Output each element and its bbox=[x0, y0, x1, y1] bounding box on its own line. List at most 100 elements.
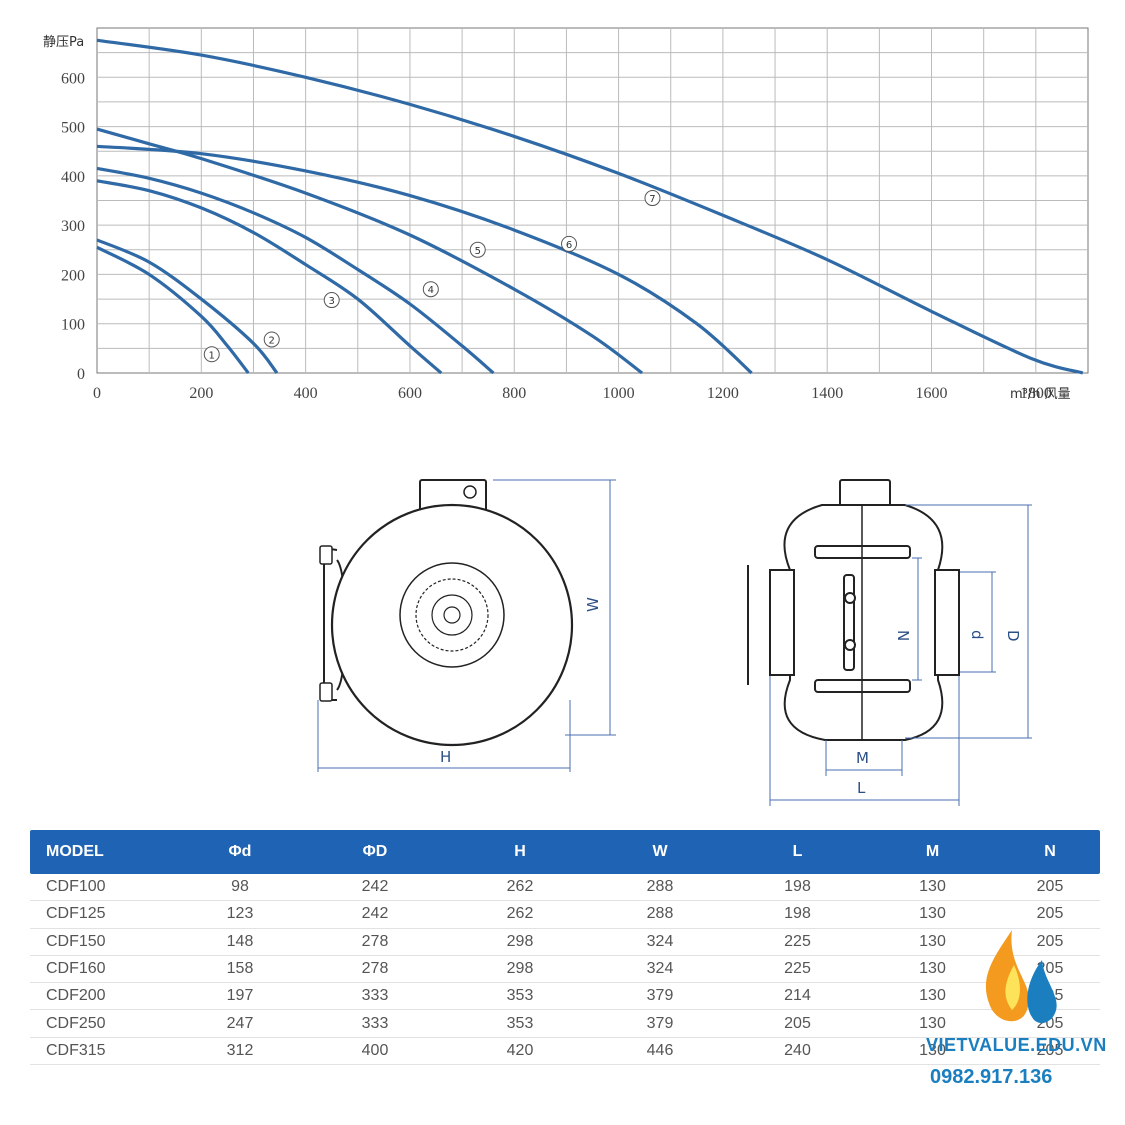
dimension-label-h: H bbox=[440, 748, 451, 766]
curve-label-text: 1 bbox=[209, 350, 215, 361]
y-tick-label: 100 bbox=[61, 317, 85, 334]
flame-drop-logo-icon bbox=[985, 930, 1057, 1024]
curve-series-7 bbox=[96, 38, 1084, 375]
dimension-label-l: L bbox=[857, 779, 866, 797]
table-cell: 130 bbox=[919, 1041, 946, 1059]
curve-label-1: 1 bbox=[203, 346, 220, 363]
table-cell: CDF200 bbox=[46, 987, 106, 1005]
table-cell: 198 bbox=[784, 878, 811, 896]
x-tick-label: 1600 bbox=[916, 385, 948, 402]
curve-label-text: 3 bbox=[329, 296, 335, 307]
table-cell: 278 bbox=[361, 960, 389, 978]
curve-series-3 bbox=[96, 179, 443, 375]
y-tick-label: 600 bbox=[61, 70, 85, 87]
header-l: L bbox=[792, 843, 803, 860]
table-cell: CDF250 bbox=[46, 1014, 106, 1032]
header-h: H bbox=[514, 843, 526, 860]
table-cell: 298 bbox=[506, 932, 534, 950]
table-cell: 214 bbox=[784, 987, 811, 1005]
side-view-drawing bbox=[747, 479, 960, 741]
table-cell: 225 bbox=[784, 932, 811, 950]
table-cell: 400 bbox=[361, 1041, 389, 1059]
table-cell: 312 bbox=[226, 1041, 254, 1059]
header-phi-d: Φd bbox=[228, 843, 252, 860]
dimension-label-d: d bbox=[968, 630, 986, 640]
curve-label-text: 6 bbox=[566, 240, 572, 251]
table-row: CDF200197333353379214130205 bbox=[30, 983, 1100, 1011]
x-tick-label: 1000 bbox=[603, 385, 635, 402]
dimension-label-D: D bbox=[1004, 630, 1022, 642]
table-cell: 278 bbox=[361, 932, 389, 950]
table-cell: 240 bbox=[784, 1041, 811, 1059]
table-header: MODEL Φd ΦD H W L M N bbox=[30, 830, 1100, 874]
x-tick-label: 200 bbox=[189, 385, 213, 402]
table-cell: 333 bbox=[361, 987, 389, 1005]
table-cell: 130 bbox=[919, 905, 946, 923]
side-view-dimensions bbox=[769, 504, 1032, 806]
table-cell: CDF125 bbox=[46, 905, 106, 923]
table-row: CDF150 148 278 298 324 225 130 205 bbox=[30, 929, 1100, 956]
x-tick-label: 1200 bbox=[707, 385, 739, 402]
table-cell: 247 bbox=[226, 1014, 254, 1032]
brand-name: VIETVALUE.EDU.VN bbox=[926, 1035, 1107, 1055]
table-row: CDF125 123 242 262 288 198 130 205 bbox=[30, 901, 1100, 929]
table-cell: 130 bbox=[919, 878, 946, 896]
table-cell: 324 bbox=[646, 932, 674, 950]
y-axis-title: 静压Pa bbox=[43, 35, 84, 50]
curve-label-circle bbox=[203, 346, 220, 363]
dimension-drawings: W H N d D M L bbox=[317, 479, 1032, 806]
header-m: M bbox=[925, 843, 940, 860]
header-w: W bbox=[652, 843, 668, 860]
table-cell: 324 bbox=[646, 960, 674, 978]
table-cell: 205 bbox=[1036, 905, 1064, 923]
y-tick-label: 200 bbox=[61, 267, 85, 284]
table-cell: 262 bbox=[506, 878, 534, 896]
table-cell: 130 bbox=[919, 932, 946, 950]
table-row: CDF315 312 400 420 446 240 130 205 bbox=[30, 1038, 1100, 1066]
table-cell: 262 bbox=[506, 905, 534, 923]
table-cell: 353 bbox=[506, 987, 534, 1005]
curve-label-text: 5 bbox=[475, 246, 481, 257]
curve-series-1 bbox=[96, 245, 250, 374]
chart-curves bbox=[96, 38, 1084, 375]
x-tick-label: 1800 bbox=[1020, 385, 1052, 402]
table-cell: 242 bbox=[361, 905, 389, 923]
y-tick-label: 0 bbox=[77, 366, 85, 383]
table-cell: 205 bbox=[784, 1014, 811, 1032]
curve-label-text: 7 bbox=[649, 194, 655, 205]
curve-label-circle bbox=[323, 292, 340, 309]
x-tick-label: 0 bbox=[93, 385, 101, 402]
curve-label-4: 4 bbox=[422, 281, 439, 298]
table-cell: 298 bbox=[506, 960, 534, 978]
table-cell: 123 bbox=[226, 905, 254, 923]
dimension-label-w: W bbox=[584, 597, 602, 612]
table-cell: CDF100 bbox=[46, 878, 106, 896]
table-body: CDF100 98 242 262 288 198 130 205 CDF125 123 242 26… bbox=[30, 874, 1100, 1066]
table-cell: 205 bbox=[1036, 878, 1064, 896]
curve-label-3: 3 bbox=[323, 292, 340, 309]
table-cell: CDF315 bbox=[46, 1041, 106, 1059]
curve-label-circle bbox=[263, 331, 280, 348]
x-axis-title: m³/h 风量 bbox=[1010, 387, 1071, 402]
table-row: CDF100 98 242 262 288 198 130 205 bbox=[30, 874, 1100, 902]
table-cell: 446 bbox=[646, 1041, 674, 1059]
table-cell: 158 bbox=[226, 960, 254, 978]
table-cell: 205 bbox=[1036, 1041, 1064, 1059]
chart-curve-labels: 1 2 3 4 5 6 7 bbox=[203, 190, 661, 363]
curve-label-circle bbox=[644, 190, 661, 207]
table-cell: 353 bbox=[506, 1014, 534, 1032]
table-cell: 205 bbox=[1036, 932, 1064, 950]
x-tick-label: 400 bbox=[294, 385, 318, 402]
spec-table: MODEL Φd ΦD H W L M N CDF100 98 242 262 288 1… bbox=[30, 830, 1100, 1066]
curve-series-5 bbox=[96, 127, 644, 375]
table-cell: 197 bbox=[226, 987, 254, 1005]
chart-grid bbox=[96, 27, 1089, 374]
x-tick-label: 1400 bbox=[811, 385, 843, 402]
curve-label-circle bbox=[422, 281, 439, 298]
table-cell: CDF150 bbox=[46, 932, 106, 950]
table-cell: 148 bbox=[226, 932, 254, 950]
table-cell: 130 bbox=[919, 960, 946, 978]
curve-label-5: 5 bbox=[469, 241, 486, 258]
curve-label-6: 6 bbox=[561, 235, 578, 252]
